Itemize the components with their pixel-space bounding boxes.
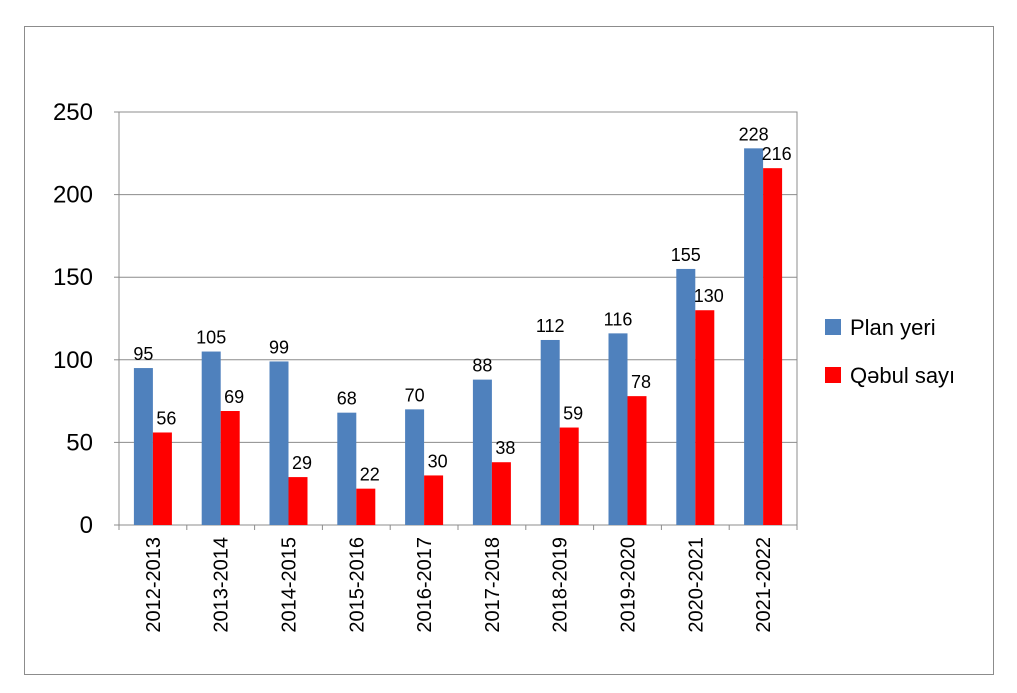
- bar-qebul-sayi: [763, 168, 783, 525]
- data-label: 29: [292, 453, 312, 473]
- bar-qebul-sayi: [424, 475, 444, 525]
- y-tick-label: 200: [53, 182, 93, 209]
- legend-label: Plan yeri: [850, 315, 936, 340]
- data-label: 130: [694, 286, 724, 306]
- x-tick-label: 2015-2016: [346, 537, 368, 633]
- x-tick-label: 2021-2022: [753, 537, 775, 633]
- data-label: 70: [405, 385, 425, 405]
- bar-qebul-sayi: [152, 432, 172, 525]
- data-label: 22: [360, 465, 380, 485]
- chart-frame: [24, 26, 994, 675]
- y-tick-label: 100: [53, 347, 93, 374]
- bar-plan-yeri: [133, 368, 153, 525]
- x-tick-label: 2020-2021: [685, 537, 707, 633]
- legend-swatch: [825, 319, 841, 335]
- data-label: 68: [337, 389, 357, 409]
- data-label: 155: [671, 245, 701, 265]
- bar-qebul-sayi: [220, 411, 240, 525]
- data-label: 56: [156, 408, 176, 428]
- data-label: 112: [536, 316, 565, 336]
- bar-plan-yeri: [269, 361, 289, 525]
- data-label: 69: [224, 387, 244, 407]
- y-tick-label: 0: [80, 512, 93, 539]
- bar-qebul-sayi: [695, 310, 715, 525]
- data-label: 105: [196, 328, 226, 348]
- data-label: 30: [428, 451, 448, 471]
- data-label: 228: [739, 124, 769, 144]
- legend-label: Qəbul sayı: [850, 363, 955, 388]
- bar-plan-yeri: [744, 148, 764, 525]
- bar-plan-yeri: [472, 379, 492, 525]
- x-tick-label: 2018-2019: [550, 537, 572, 633]
- data-label: 99: [269, 337, 289, 357]
- data-label: 88: [472, 356, 492, 376]
- legend-swatch: [825, 367, 841, 383]
- y-tick-label: 150: [53, 264, 93, 291]
- data-label: 78: [631, 372, 651, 392]
- x-tick-label: 2017-2018: [482, 537, 504, 633]
- bar-qebul-sayi: [491, 462, 511, 525]
- bar-plan-yeri: [608, 333, 628, 525]
- data-label: 116: [604, 309, 633, 329]
- x-tick-label: 2016-2017: [414, 537, 436, 633]
- data-label: 38: [495, 438, 515, 458]
- data-label: 59: [563, 404, 583, 424]
- bar-plan-yeri: [676, 268, 696, 525]
- data-label: 216: [762, 144, 792, 164]
- x-tick-label: 2019-2020: [618, 537, 640, 633]
- bar-plan-yeri: [201, 351, 221, 525]
- x-tick-label: 2013-2014: [211, 537, 233, 633]
- bar-qebul-sayi: [356, 488, 376, 525]
- y-tick-label: 50: [66, 429, 93, 456]
- data-label: 95: [133, 344, 153, 364]
- bar-qebul-sayi: [559, 427, 579, 525]
- bar-plan-yeri: [540, 339, 560, 525]
- bar-plan-yeri: [405, 409, 425, 525]
- y-tick-label: 250: [53, 99, 93, 126]
- x-tick-label: 2012-2013: [143, 537, 165, 633]
- bar-qebul-sayi: [288, 477, 308, 525]
- bar-plan-yeri: [337, 412, 357, 525]
- x-tick-label: 2014-2015: [279, 537, 301, 633]
- bar-qebul-sayi: [627, 396, 647, 525]
